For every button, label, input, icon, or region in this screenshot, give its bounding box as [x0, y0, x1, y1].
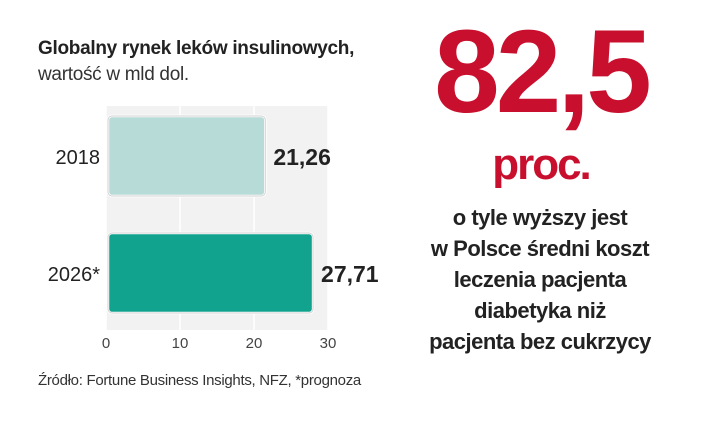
bar-chart: 2018 21,26 2026* 27,71 0 10 20 30 [48, 106, 379, 352]
category-label: 2018 [56, 147, 101, 169]
highlight-unit: proc. [492, 140, 592, 189]
description-line: o tyle wyższy jest [452, 205, 628, 230]
source-note: Źródło: Fortune Business Insights, NFZ, … [38, 372, 361, 389]
description-line: pacjenta bez cukrzycy [429, 329, 651, 354]
bar-outline [107, 232, 314, 314]
data-label: 21,26 [273, 144, 331, 170]
bar [106, 114, 267, 198]
description-line: leczenia pacjenta [453, 267, 627, 292]
chart-title-unit: wartość w mld dol. [38, 64, 189, 85]
category-label: 2026* [48, 264, 100, 286]
x-tick-label: 30 [320, 335, 337, 352]
bar [106, 231, 315, 315]
chart-ticks: 0 10 20 30 [102, 335, 337, 352]
chart-title: Globalny rynek leków insulinowych, warto… [38, 36, 378, 88]
bar-outline [107, 115, 266, 197]
highlight-description: o tyle wyższy jest w Polsce średni koszt… [400, 202, 680, 357]
chart-bars [106, 114, 315, 315]
description-line: diabetyka niż [474, 298, 606, 323]
description-line: w Polsce średni koszt [430, 236, 650, 261]
chart-labels: 2018 21,26 2026* 27,71 [48, 144, 379, 287]
x-tick-label: 10 [172, 335, 189, 352]
x-tick-label: 0 [102, 335, 110, 352]
data-label: 27,71 [321, 261, 379, 287]
highlight-number: 82,5 [434, 6, 652, 138]
chart-title-bold: Globalny rynek leków insulinowych, [38, 38, 355, 59]
x-tick-label: 20 [246, 335, 263, 352]
